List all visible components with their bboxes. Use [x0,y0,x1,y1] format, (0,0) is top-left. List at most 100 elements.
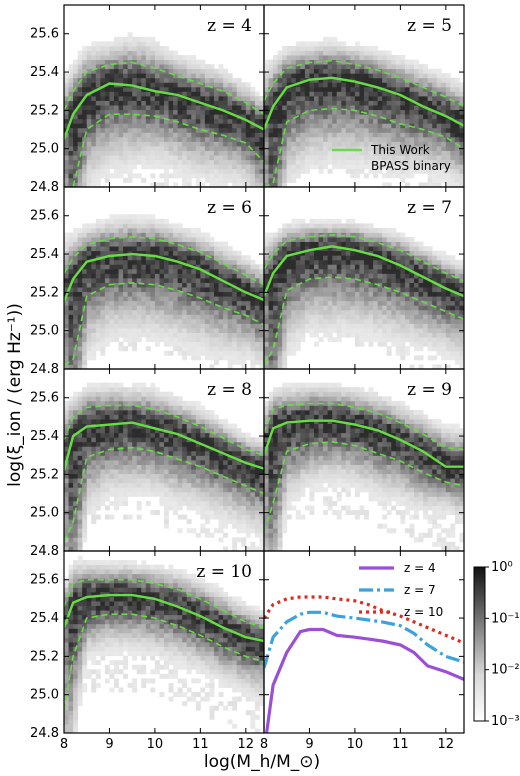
heatmap-cell [282,123,288,129]
heatmap-cell [164,82,169,88]
heatmap-cell [295,109,301,115]
heatmap-cell [414,59,419,65]
heatmap-cell [400,332,406,338]
heatmap-cell [345,86,351,92]
heatmap-cell [245,86,251,92]
heatmap-cell [141,328,147,333]
heatmap-cell [323,227,329,233]
heatmap-cell [154,77,160,83]
heatmap-cell [373,141,379,147]
heatmap-cell [159,118,165,124]
heatmap-cell [382,341,388,347]
heatmap-cell [404,182,410,187]
heatmap-cell [341,50,347,56]
heatmap-cell [391,318,397,324]
heatmap-cell [295,86,301,92]
heatmap-cell [295,118,301,124]
heatmap-cell [191,77,197,83]
heatmap-cell [450,323,456,329]
heatmap-cell [414,341,419,347]
heatmap-cell [359,241,365,247]
heatmap-cell [209,323,215,329]
heatmap-cell [182,173,188,179]
heatmap-cell [445,350,451,356]
heatmap-cell [232,332,238,338]
heatmap-cell [418,96,424,101]
heatmap-cell [223,300,229,306]
heatmap-cell [64,259,69,265]
heatmap-cell [364,332,369,338]
heatmap-cell [159,264,165,270]
heatmap-cell [136,55,142,60]
heatmap-cell [136,337,142,343]
heatmap-cell [109,268,115,274]
heatmap-cell [304,41,310,47]
heatmap-cell [150,223,156,229]
heatmap-cell [64,318,69,324]
heatmap-cell [68,250,74,256]
heatmap-cell [450,159,456,165]
heatmap-cell [150,86,156,92]
heatmap-cell [259,268,264,274]
heatmap-cell [273,155,279,161]
heatmap-cell [345,155,351,161]
heatmap-cell [173,332,179,338]
heatmap-cell [354,109,360,115]
heatmap-cell [195,127,201,133]
heatmap-cell [154,96,160,101]
heatmap-cell [118,173,124,179]
heatmap-cell [273,291,279,297]
heatmap-cell [341,45,347,51]
heatmap-cell [345,291,351,297]
heatmap-cell [127,123,133,129]
heatmap-cell [173,346,179,352]
heatmap-cell [127,287,133,293]
heatmap-cell [341,227,347,233]
heatmap-cell [182,82,188,88]
heatmap-cell [100,227,106,233]
heatmap-cell [164,300,169,306]
heatmap-cell [95,59,101,65]
heatmap-cell [145,45,151,51]
heatmap-cell [409,73,415,79]
heatmap-cell [114,123,119,129]
heatmap-cell [191,341,197,347]
heatmap-cell [154,305,160,311]
heatmap-cell [391,100,397,106]
heatmap-cell [127,41,133,47]
heatmap-cell [104,105,110,111]
heatmap-cell [204,268,210,274]
heatmap-cell [359,82,365,88]
heatmap-cell [159,77,165,83]
heatmap-cell [404,155,410,161]
heatmap-cell [395,291,401,297]
panel-z6: 24.825.025.225.425.6 z = 6 [30,186,265,377]
heatmap-cell [250,323,256,329]
heatmap-cell [400,259,406,265]
heatmap-cell [364,123,369,129]
heatmap-cell [241,264,247,270]
heatmap-cell [118,282,124,288]
heatmap-cell [159,114,165,120]
heatmap-cell [109,146,115,151]
heatmap-cell [245,105,251,111]
heatmap-cell [173,300,179,306]
heatmap-cell [241,355,247,361]
heatmap-cell [164,350,169,356]
heatmap-cell [127,32,133,38]
heatmap-cell [314,132,319,138]
heatmap-cell [300,332,306,338]
heatmap-cell [309,82,315,88]
heatmap-cell [273,305,279,311]
heatmap-cell [186,341,192,347]
heatmap-cell [323,109,329,115]
heatmap-cell [423,159,429,165]
heatmap-cell [114,86,119,92]
heatmap-cell [332,314,338,320]
heatmap-cell [191,109,197,115]
heatmap-cell [132,96,138,101]
heatmap-cell [227,350,233,356]
heatmap-cell [318,91,324,97]
heatmap-cell [354,159,360,165]
heatmap-cell [359,278,365,283]
